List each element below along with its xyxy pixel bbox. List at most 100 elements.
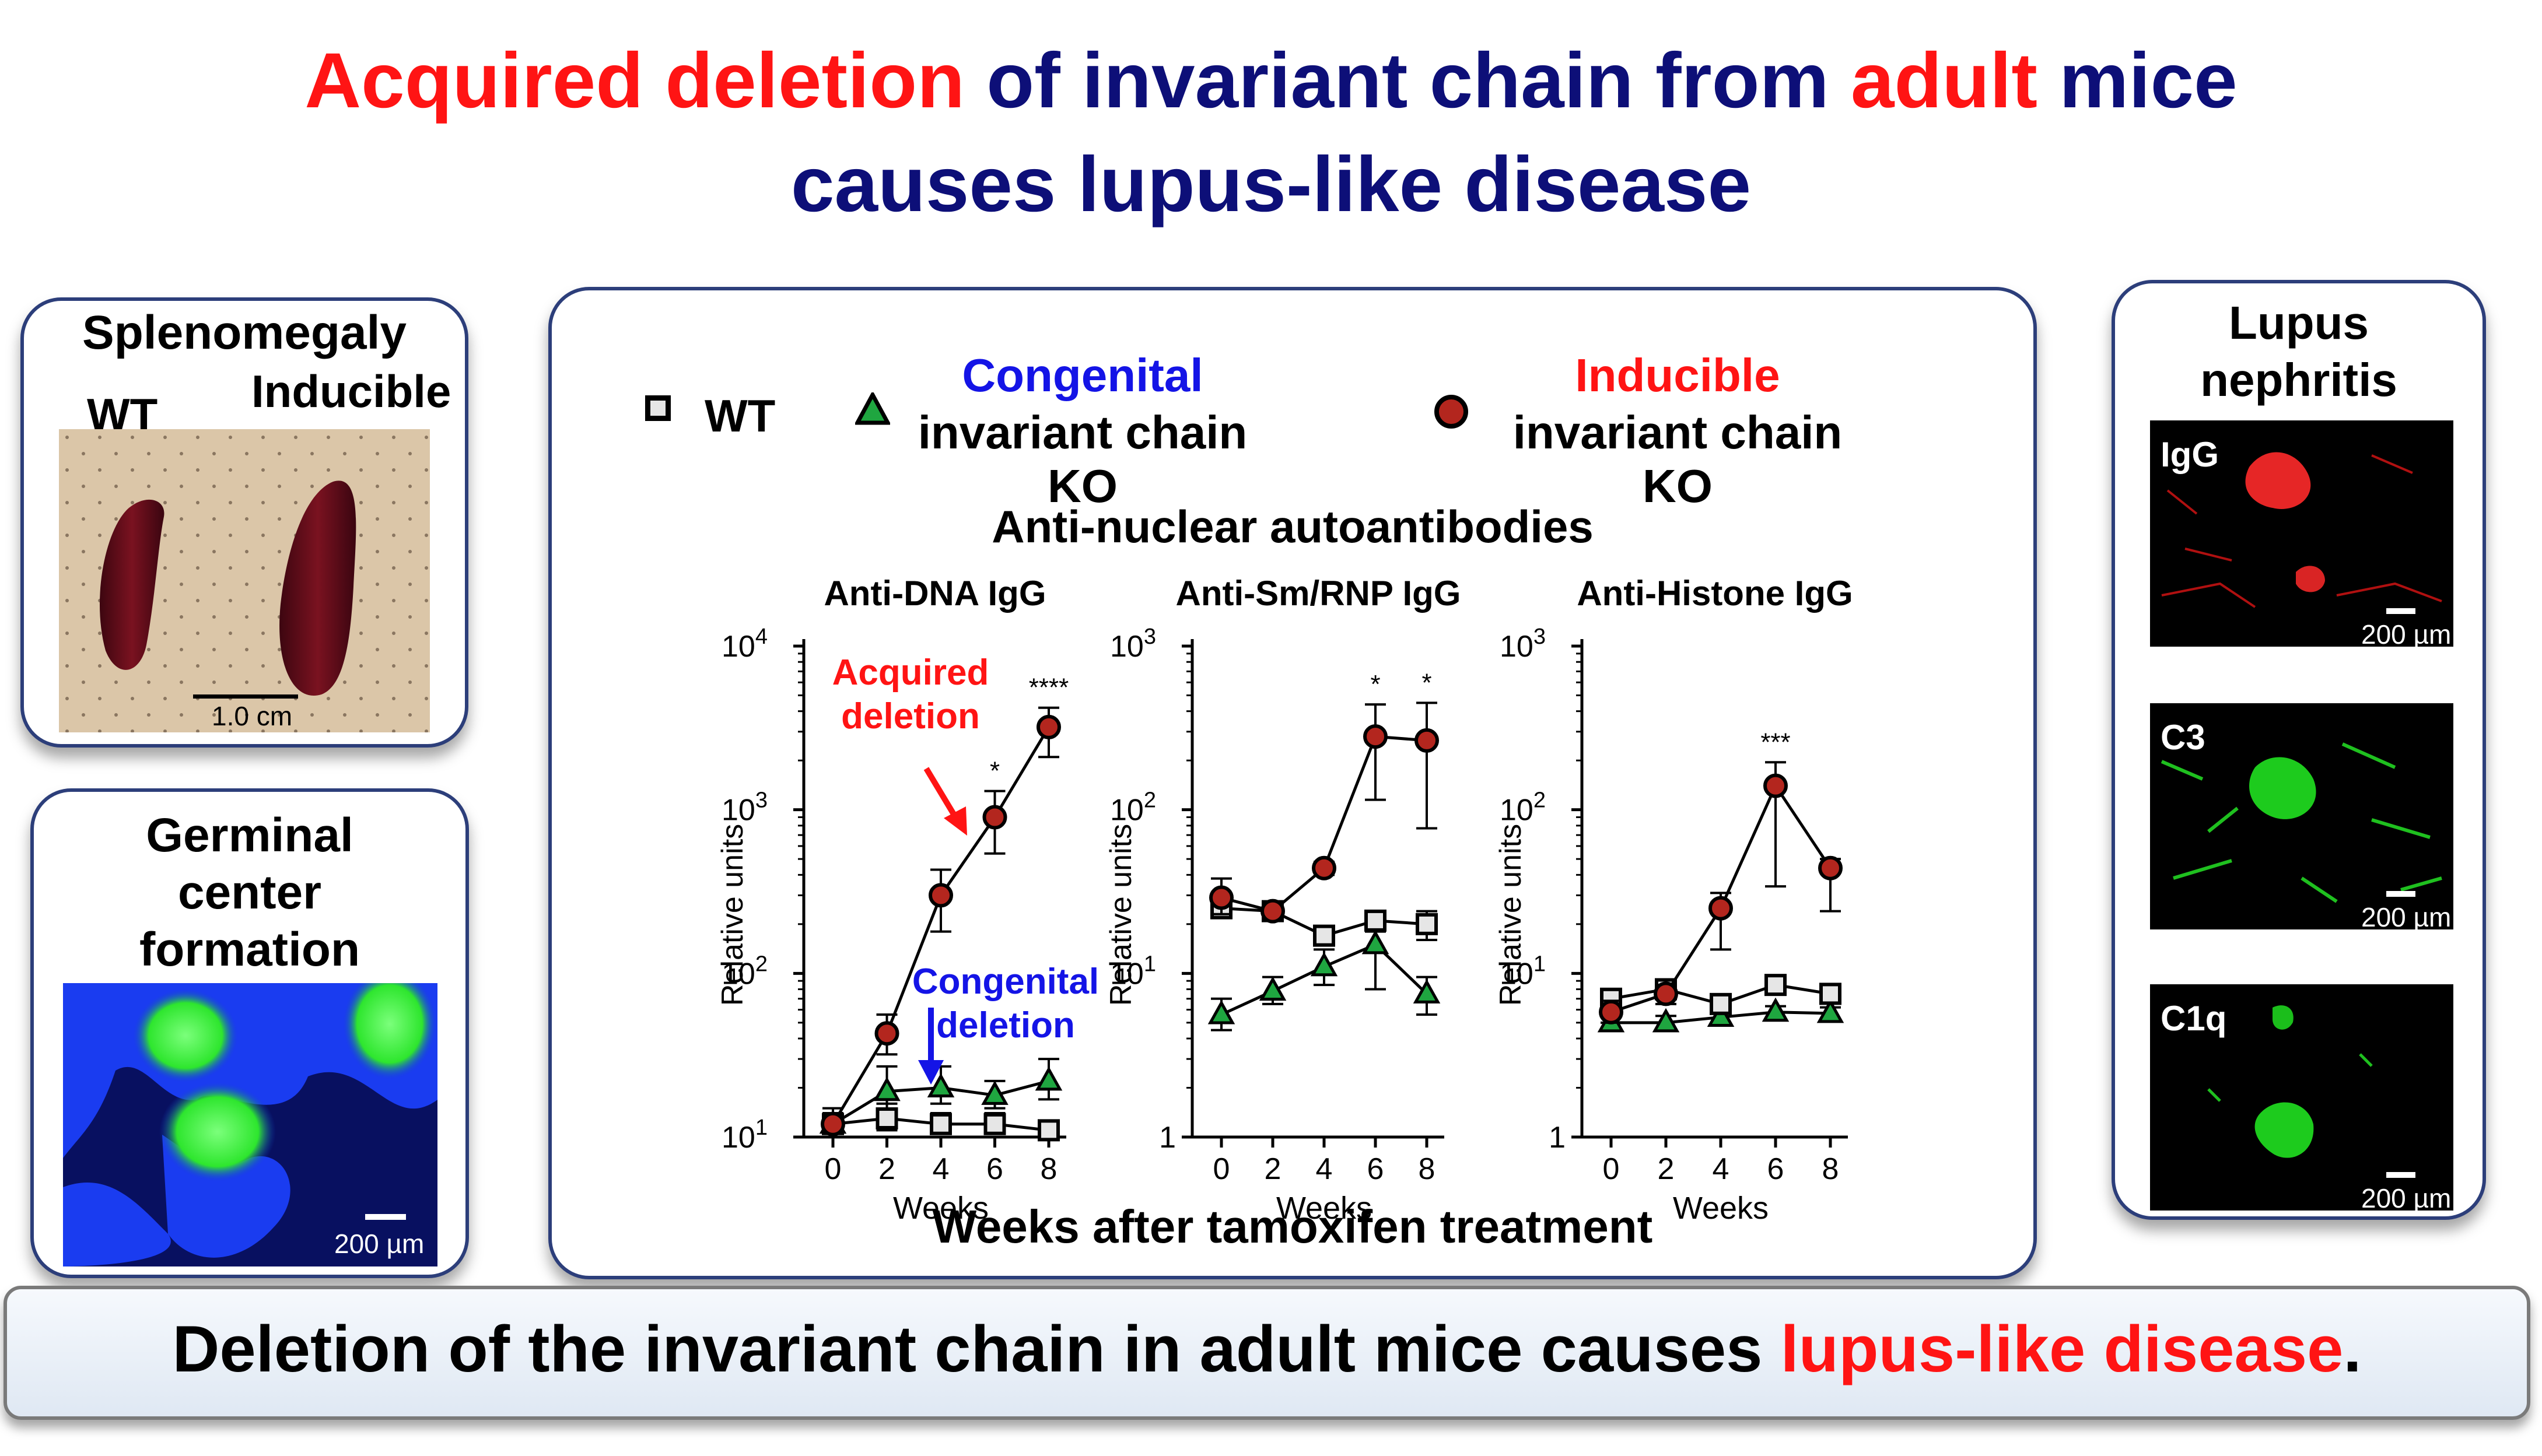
gc-title-1: Germinal (146, 809, 353, 862)
significance-label: **** (1029, 673, 1069, 702)
gc-scale-bar (365, 1214, 406, 1220)
spleen-scale-label: 1.0 cm (212, 701, 293, 731)
data-point-inducible (1654, 981, 1678, 1006)
data-point-inducible (874, 1021, 899, 1046)
x-tick-label: 0 (1213, 1152, 1230, 1186)
section-title: Anti-nuclear autoantibodies (992, 501, 1594, 552)
y-tick-label: 103 (722, 788, 768, 827)
igg-scale-label: 200 µm (2361, 619, 2452, 647)
data-point-congenital (873, 1076, 901, 1101)
spleen-photo-graphic (59, 429, 430, 732)
significance-label: * (1370, 670, 1380, 699)
c1q-scale-label: 200 µm (2361, 1183, 2452, 1211)
spleen-label-inducible: Inducible (251, 366, 451, 417)
x-tick-label: 0 (1603, 1152, 1620, 1186)
congenital-arrowhead (918, 1060, 944, 1085)
data-point-congenital (1707, 1002, 1735, 1027)
x-tick-label: 6 (1367, 1152, 1384, 1186)
data-point-congenital (1207, 999, 1235, 1025)
data-point-congenital (1035, 1066, 1063, 1091)
y-tick-label: 101 (1110, 952, 1156, 991)
data-point-wt (1416, 913, 1438, 935)
data-point-wt (1364, 909, 1386, 932)
x-tick-label: 6 (1767, 1152, 1784, 1186)
data-point-inducible (1763, 773, 1788, 798)
y-tick-label: 101 (1500, 952, 1546, 991)
y-tick-label: 101 (722, 1115, 768, 1155)
data-point-inducible (929, 883, 953, 908)
data-point-inducible (982, 805, 1007, 830)
spleen-wt (99, 499, 164, 670)
data-point-wt (983, 1113, 1006, 1135)
y-tick-label: 102 (722, 952, 768, 991)
data-point-inducible (1037, 714, 1061, 739)
annotation-acquired-1: Acquired (832, 652, 989, 693)
splenomegaly-title: Splenomegaly (82, 306, 407, 359)
x-axis-label: Weeks (1276, 1191, 1372, 1226)
data-point-wt (1764, 974, 1787, 997)
x-tick-label: 2 (878, 1152, 895, 1186)
y-tick-label: 103 (1500, 624, 1546, 664)
data-point-inducible (1414, 728, 1439, 753)
data-point-wt (1038, 1119, 1060, 1142)
x-tick-label: 8 (1041, 1152, 1058, 1186)
data-point-inducible (1818, 855, 1843, 880)
annotation-arrows (918, 767, 967, 1085)
conclusion-part1: Deletion of the invariant chain in adult… (172, 1313, 1781, 1385)
significance-label: *** (1760, 728, 1790, 756)
x-tick-label: 2 (1658, 1152, 1675, 1186)
spleen-ko (279, 480, 356, 696)
c3-scale-bar (2386, 891, 2415, 897)
x-tick-label: 0 (825, 1152, 842, 1186)
gc-image: 200 µm (63, 983, 437, 1266)
y-tick-label: 1 (1159, 1121, 1176, 1155)
data-point-wt (876, 1107, 898, 1130)
annotation-congenital-1: Congenital (912, 962, 1100, 1002)
data-point-inducible (821, 1111, 845, 1136)
data-point-congenital (1652, 1008, 1680, 1033)
chart-title: Anti-Histone IgG (1577, 574, 1853, 613)
series-line (1221, 735, 1427, 913)
data-point-congenital (1413, 979, 1441, 1004)
legend-congenital-label-1: Congenital (962, 349, 1203, 401)
x-tick-label: 4 (1713, 1152, 1729, 1186)
title-text: of invariant chain from (965, 37, 1851, 124)
y-tick-label: 104 (722, 624, 768, 664)
splenomegaly-panel: Splenomegaly WT Inducible KO 1.0 (20, 297, 468, 748)
y-tick-label: 1 (1549, 1121, 1566, 1155)
lupus-nephritis-panel: Lupus nephritis IgG 200 µm C3 200 µm C1q… (2112, 280, 2486, 1220)
conclusion-part3: . (2343, 1313, 2362, 1385)
legend-wt-label: WT (705, 390, 776, 441)
data-point-congenital (1762, 997, 1790, 1022)
nephritis-image-c1q: C1q 200 µm (2150, 984, 2453, 1211)
chart-title: Anti-Sm/RNP IgG (1176, 574, 1461, 613)
data-point-wt (1313, 924, 1335, 947)
title-text: mice (2037, 37, 2238, 124)
spleen-photo: 1.0 cm (59, 429, 430, 732)
page-title: Acquired deletion of invariant chain fro… (0, 30, 2542, 132)
y-tick-label: 103 (1110, 624, 1156, 664)
y-tick-label: 102 (1500, 788, 1546, 827)
x-tick-label: 4 (933, 1152, 950, 1186)
x-axis-label: Weeks (1673, 1191, 1769, 1226)
legend-inducible-label-1: Inducible (1575, 349, 1780, 401)
c1q-stain-graphic (2207, 1005, 2373, 1158)
nephritis-image-c3: C3 200 µm (2150, 703, 2453, 929)
data-point-congenital (927, 1073, 955, 1098)
gc-title-2: center (177, 866, 322, 919)
chart-0: Anti-DNA IgG 101 102 103 104 0 2 4 6 8 Weeks Relati… (716, 574, 1069, 1226)
c3-scale-label: 200 µm (2361, 902, 2452, 929)
igg-scale-bar (2386, 608, 2415, 614)
x-tick-label: 8 (1419, 1152, 1435, 1186)
conclusion-box: Deletion of the invariant chain in adult… (3, 1286, 2530, 1420)
data-point-congenital (1816, 998, 1844, 1023)
x-tick-label: 8 (1822, 1152, 1839, 1186)
nephritis-title-1: Lupus (2229, 297, 2369, 349)
x-axis-label: Weeks (893, 1191, 989, 1226)
data-point-inducible (1363, 724, 1388, 749)
c1q-scale-bar (2386, 1172, 2415, 1178)
nephritis-image-igg: IgG 200 µm (2150, 420, 2453, 647)
x-tick-label: 6 (986, 1152, 1003, 1186)
igg-stain-graphic (2161, 452, 2442, 608)
